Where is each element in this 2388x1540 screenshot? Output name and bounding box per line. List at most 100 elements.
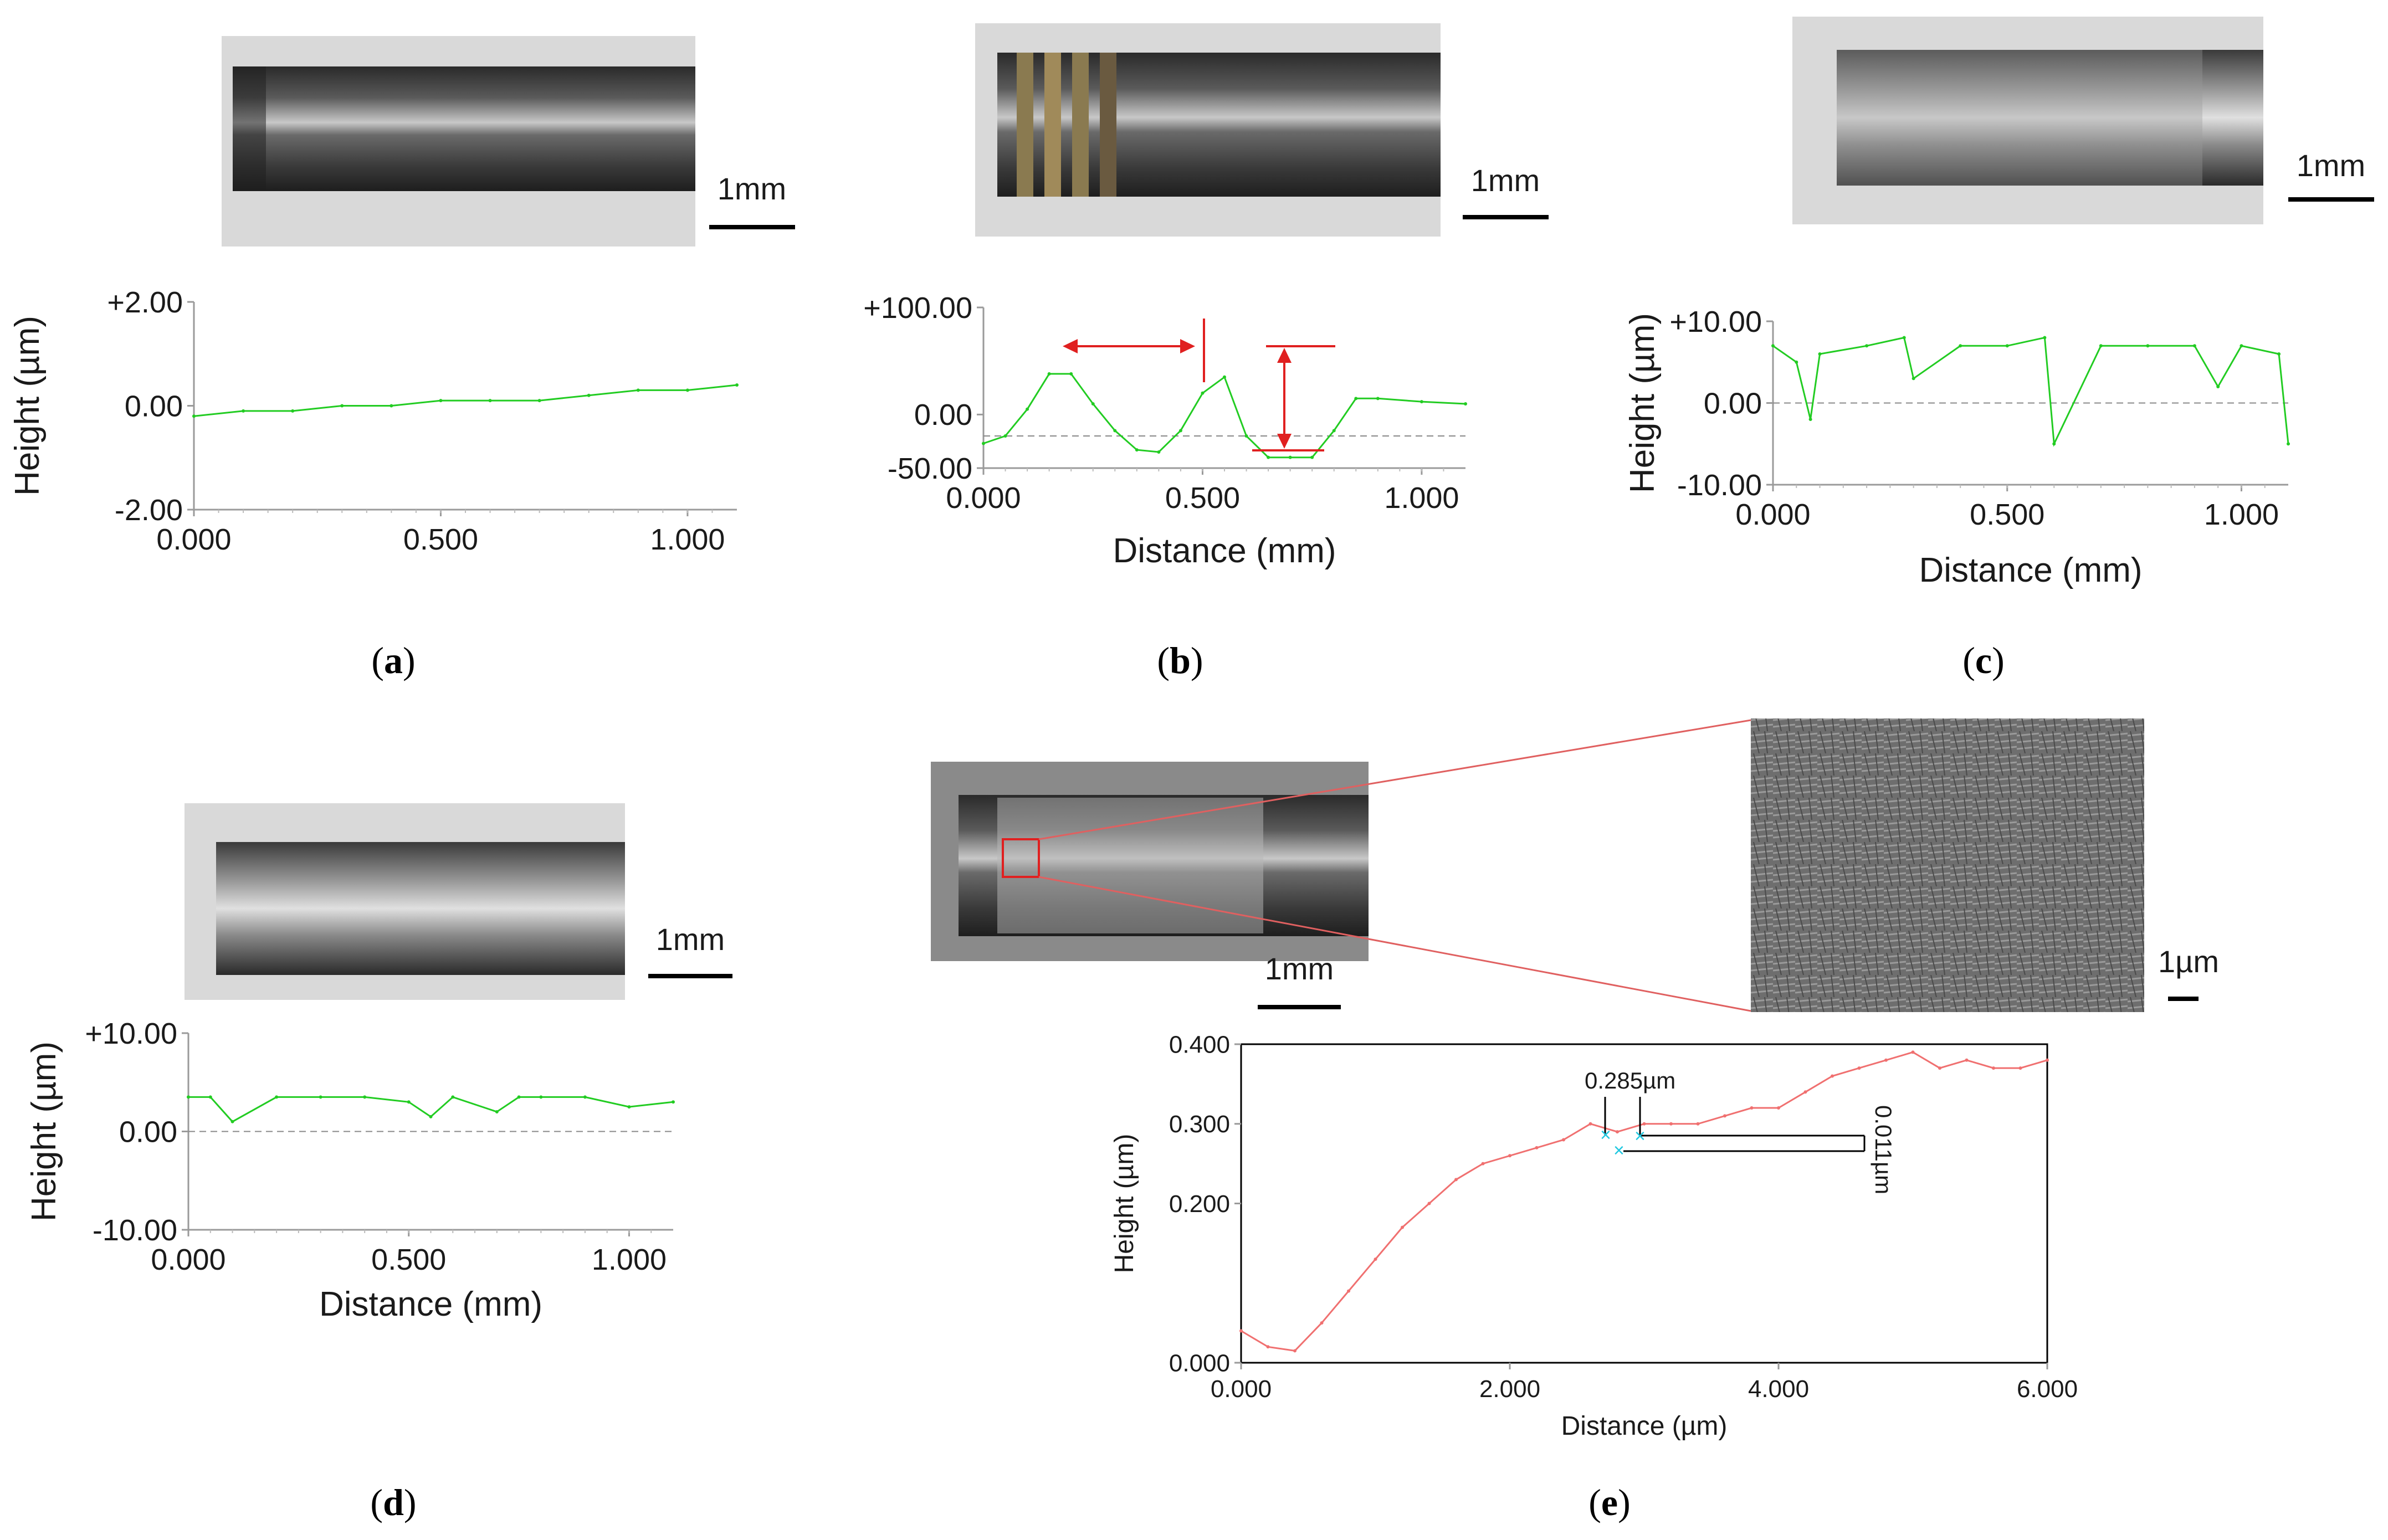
plot-c: +10.00 0.00 -10.000.000 0.500 1.000 Height (µ… — [1623, 305, 2290, 589]
y-tick-label-b: +100.00 — [863, 291, 972, 325]
caption-c: (c) — [1962, 639, 2005, 681]
data-point-b — [1464, 402, 1467, 405]
caption-a: (a) — [371, 639, 415, 681]
annotation-value: 0.285µm — [1585, 1067, 1675, 1094]
data-point-e — [1401, 1225, 1404, 1229]
data-point-a — [340, 404, 344, 408]
data-point-e — [1239, 1329, 1243, 1333]
scale-bar-b-label: 1mm — [1471, 163, 1540, 198]
x-tick-label-d: 1.000 — [592, 1243, 667, 1276]
data-point-d — [429, 1115, 433, 1118]
data-point-e — [1562, 1138, 1565, 1142]
y-tick-label-d: -10.00 — [93, 1214, 177, 1247]
scale-bar-c-label: 1mm — [2297, 148, 2365, 183]
data-point-e — [1911, 1050, 1915, 1054]
data-point-b — [1201, 391, 1205, 395]
data-point-d — [208, 1095, 212, 1099]
marker-cyan-2: × — [1613, 1140, 1625, 1161]
data-point-e — [1669, 1122, 1673, 1126]
data-point-c — [1902, 336, 1906, 340]
data-point-d — [319, 1095, 322, 1099]
data-point-e — [1481, 1162, 1485, 1166]
panel-c: 1mm +10.00 0.00 -10.000.000 0.500 1.000 Heigh… — [1623, 17, 2374, 681]
data-point-e — [1938, 1066, 1941, 1070]
x-tick-label-b: 0.500 — [1165, 481, 1240, 515]
x-axis-label-b: Distance (mm) — [1113, 532, 1336, 570]
scale-bar-a-label: 1mm — [718, 171, 786, 206]
data-point-b — [1376, 397, 1380, 401]
data-point-d — [451, 1095, 455, 1099]
y-tick-label-c: +10.00 — [1669, 305, 1762, 338]
data-point-b — [1354, 397, 1358, 401]
x-tick-label-e: 0.000 — [1211, 1375, 1272, 1403]
data-point-b — [1047, 372, 1051, 376]
data-point-b — [982, 442, 985, 445]
data-point-c — [2005, 344, 2009, 348]
photo-b — [975, 23, 1441, 237]
annotation-e: 0.285µm 0.011µm × × × — [1585, 1067, 1897, 1194]
y-axis-label-c: Height (µm) — [1623, 313, 1662, 493]
profile-line-c — [1772, 336, 2289, 447]
annotation-arrows-b — [1063, 319, 1335, 451]
data-point-e — [1857, 1066, 1861, 1070]
data-point-e — [1750, 1106, 1754, 1110]
zoom-region-box — [1002, 838, 1040, 878]
data-point-c — [2240, 344, 2243, 348]
data-point-d — [187, 1095, 190, 1099]
data-point-c — [1959, 344, 1962, 348]
data-point-a — [192, 414, 196, 418]
y-axis-label-d: Height (µm) — [25, 1041, 63, 1221]
y-tick-label-e: 0.300 — [1169, 1111, 1230, 1138]
photo-e — [931, 762, 1369, 961]
data-point-a — [390, 404, 393, 408]
y-tick-label-c: -10.00 — [1677, 469, 1762, 502]
panel-b: 1mm +100.00 0.00 -50.000.000 0.500 1.000 Dist… — [863, 23, 1549, 681]
data-point-c — [1795, 360, 1798, 364]
data-point-e — [1508, 1154, 1511, 1158]
caption-d: (d) — [370, 1481, 416, 1523]
annotation-diff: 0.011µm — [1871, 1105, 1897, 1194]
data-point-e — [1723, 1114, 1726, 1118]
data-point-d — [495, 1110, 499, 1113]
y-tick-label-c: 0.00 — [1704, 387, 1762, 420]
data-point-c — [2287, 442, 2290, 446]
x-tick-label-e: 2.000 — [1479, 1375, 1540, 1403]
panel-d: 1mm +10.00 0.00 -10.000.000 0.500 1.000 Heigh… — [25, 803, 732, 1523]
data-point-e — [1535, 1146, 1539, 1149]
data-point-e — [1831, 1074, 1834, 1078]
x-tick-label-b: 0.000 — [946, 481, 1021, 515]
data-point-b — [1288, 455, 1292, 459]
data-point-e — [1777, 1106, 1780, 1110]
data-point-a — [636, 388, 640, 392]
y-axis-label-e: Height (µm) — [1110, 1134, 1139, 1274]
x-tick-label-b: 1.000 — [1384, 481, 1459, 515]
x-axis-label-e: Distance (µm) — [1561, 1411, 1728, 1441]
zoom-line-bottom — [1038, 876, 1751, 1012]
data-point-c — [2043, 336, 2047, 340]
data-point-e — [1992, 1066, 1995, 1070]
data-point-b — [1267, 455, 1270, 459]
data-point-b — [1223, 375, 1226, 379]
x-axis-label-c: Distance (mm) — [1919, 551, 2142, 589]
caption-e: (e) — [1588, 1481, 1631, 1523]
data-point-e — [1454, 1178, 1458, 1182]
x-tick-label-c: 1.000 — [2204, 498, 2279, 531]
x-tick-label-e: 4.000 — [1748, 1375, 1809, 1403]
data-point-d — [517, 1095, 521, 1099]
data-point-e — [1884, 1058, 1888, 1062]
data-point-d — [583, 1095, 587, 1099]
data-point-d — [407, 1100, 411, 1104]
data-point-c — [1912, 377, 1915, 381]
data-point-c — [2192, 344, 2196, 348]
y-tick-label-d: +10.00 — [85, 1017, 177, 1050]
data-point-e — [1293, 1349, 1297, 1353]
data-point-a — [537, 399, 541, 403]
panel-a: 1mm +2.00 0.00 -2.000.000 0.500 1.000 Height … — [8, 36, 795, 681]
plot-b: +100.00 0.00 -50.000.000 0.500 1.000 Distance… — [863, 291, 1467, 570]
data-point-d — [363, 1095, 367, 1099]
data-point-e — [1347, 1289, 1350, 1293]
plot-d: +10.00 0.00 -10.000.000 0.500 1.000 Height (µ… — [25, 1017, 675, 1323]
data-point-e — [2018, 1066, 2022, 1070]
y-tick-label-a: 0.00 — [125, 389, 183, 423]
